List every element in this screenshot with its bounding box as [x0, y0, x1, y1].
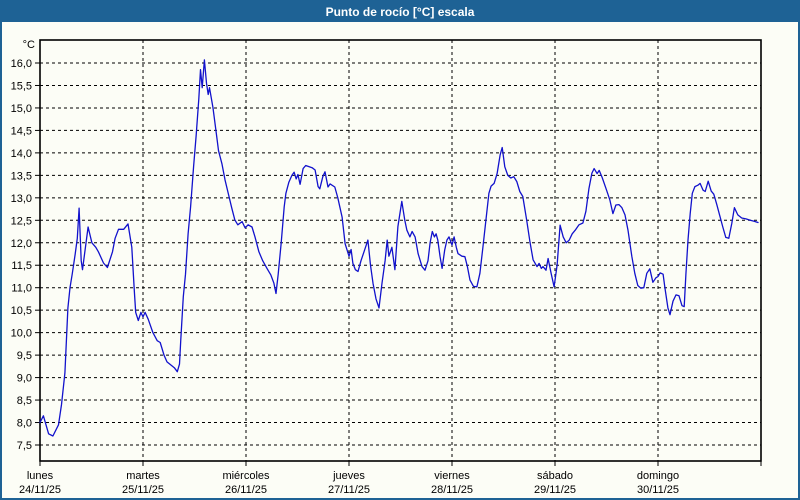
x-day-date-label: 24/11/25 [19, 484, 61, 496]
x-day-date-label: 30/11/25 [637, 484, 679, 496]
y-tick-label: 8,0 [17, 418, 32, 430]
x-day-date-label: 29/11/25 [534, 484, 576, 496]
x-day-date-label: 28/11/25 [431, 484, 473, 496]
y-tick-label: 8,5 [17, 395, 32, 407]
chart-svg: 16,0 15,5 15,0 14,5 14,0 13,5 13,0 12,5 12,0 11,5… [11, 39, 762, 496]
y-tick-label: 11,5 [11, 260, 32, 272]
y-tick-label: 12,5 [11, 215, 32, 227]
chart-area: 16,0 15,5 15,0 14,5 14,0 13,5 13,0 12,5 12,0 11,5… [2, 22, 798, 498]
x-day-name-label: viernes [434, 470, 470, 482]
y-tick-label: 14,0 [11, 148, 32, 160]
y-tick-label: 15,0 [11, 103, 32, 115]
plot-border [39, 39, 762, 462]
x-day-name-label: sábado [537, 470, 573, 482]
y-tick-label: 12,0 [11, 238, 32, 250]
x-day-date-label: 27/11/25 [328, 484, 370, 496]
axis-ticks [35, 62, 762, 466]
x-day-name-label: domingo [637, 470, 679, 482]
y-tick-label: 15,5 [11, 80, 32, 92]
x-day-name-label: jueves [332, 470, 365, 482]
gridlines [40, 40, 761, 461]
x-day-date-label: 25/11/25 [122, 484, 164, 496]
y-tick-label: 16,0 [11, 58, 32, 70]
y-tick-label: 13,5 [11, 170, 32, 182]
y-tick-label: 11,0 [11, 283, 32, 295]
y-tick-label: 9,0 [17, 373, 32, 385]
axis-labels: 16,0 15,5 15,0 14,5 14,0 13,5 13,0 12,5 12,0 11,5… [11, 39, 680, 496]
chart-title: Punto de rocío [°C] escala [325, 5, 475, 19]
title-bar: Punto de rocío [°C] escala [2, 2, 798, 22]
y-tick-label: 13,0 [11, 193, 32, 205]
y-tick-label: 9,5 [17, 350, 32, 362]
y-axis-unit-label: °C [23, 39, 35, 51]
x-day-name-label: lunes [27, 470, 54, 482]
y-tick-label: 7,5 [17, 440, 32, 452]
x-day-date-label: 26/11/25 [225, 484, 267, 496]
y-tick-label: 14,5 [11, 125, 32, 137]
x-day-name-label: miércoles [222, 470, 270, 482]
y-tick-label: 10,5 [11, 305, 32, 317]
x-day-name-label: martes [126, 470, 160, 482]
dew-point-series-line [39, 59, 759, 437]
y-tick-label: 10,0 [11, 328, 32, 340]
